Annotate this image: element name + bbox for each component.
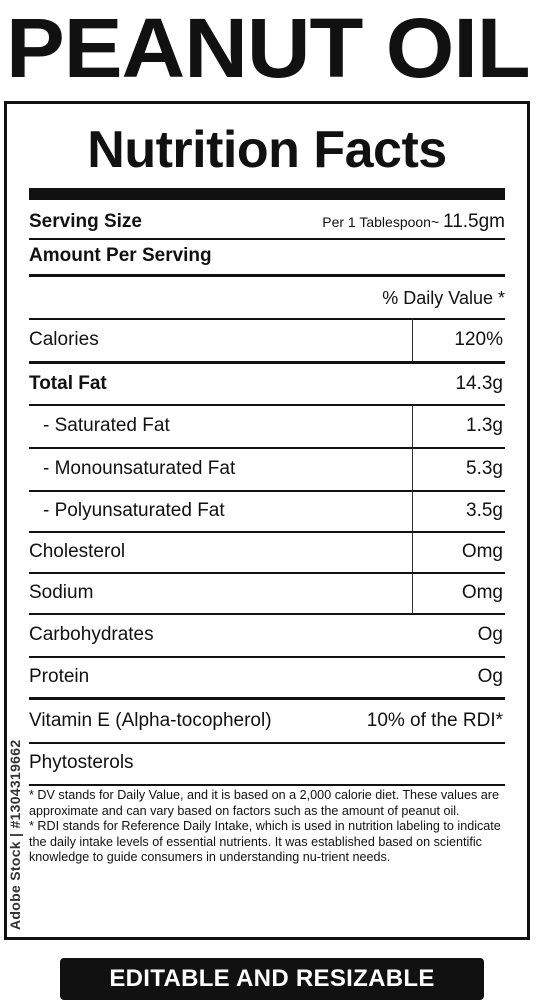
nutrient-name: Protein bbox=[29, 666, 90, 687]
nutrient-row-sodium: Sodium Omg bbox=[29, 573, 505, 613]
divider bbox=[29, 318, 505, 320]
nutrient-value: Og bbox=[477, 666, 503, 687]
nutrient-row-carbohydrates: Carbohydrates Og bbox=[29, 614, 505, 656]
nutrient-value: 120% bbox=[412, 319, 505, 361]
serving-size-value: Per 1 Tablespoon~ 11.5gm bbox=[322, 211, 505, 233]
nutrient-name: Carbohydrates bbox=[29, 624, 154, 645]
nutrient-row-polyunsaturated-fat: - Polyunsaturated Fat 3.5g bbox=[29, 491, 505, 531]
amount-per-serving: Amount Per Serving bbox=[29, 245, 212, 266]
divider bbox=[29, 274, 505, 277]
nutrient-name: - Saturated Fat bbox=[43, 415, 170, 436]
nutrient-row-protein: Protein Og bbox=[29, 657, 505, 697]
editable-resizable-banner: EDITABLE AND RESIZABLE bbox=[60, 958, 484, 1000]
amount-per-serving-row: Amount Per Serving bbox=[29, 240, 505, 272]
daily-value-header-row: % Daily Value * bbox=[29, 278, 505, 318]
nutrient-row-phytosterols: Phytosterols bbox=[29, 743, 505, 783]
nutrient-row-calories: Calories 120% bbox=[29, 319, 505, 361]
divider bbox=[29, 490, 505, 492]
nutrient-value: Omg bbox=[412, 532, 505, 572]
nutrient-name: Phytosterols bbox=[29, 752, 134, 773]
serving-size-row: Serving Size Per 1 Tablespoon~ 11.5gm bbox=[29, 206, 505, 238]
stock-watermark: Adobe Stock | #1304319662 bbox=[7, 739, 23, 930]
nutrient-row-saturated-fat: - Saturated Fat 1.3g bbox=[29, 405, 505, 447]
divider bbox=[29, 238, 505, 240]
nutrient-name: Sodium bbox=[29, 582, 94, 603]
nutrient-name: - Monounsaturated Fat bbox=[43, 458, 236, 479]
heading-divider bbox=[29, 188, 505, 200]
nutrient-row-cholesterol: Cholesterol Omg bbox=[29, 532, 505, 572]
nutrition-label: Nutrition Facts Serving Size Per 1 Table… bbox=[4, 101, 530, 940]
serving-size-prefix: Per 1 Tablespoon~ bbox=[322, 214, 440, 230]
daily-value-header: % Daily Value * bbox=[382, 287, 505, 308]
divider bbox=[29, 784, 505, 786]
nutrient-name: - Polyunsaturated Fat bbox=[43, 500, 225, 521]
footnote-rdi: * RDI stands for Reference Daily Intake,… bbox=[29, 819, 501, 864]
nutrient-name: Cholesterol bbox=[29, 541, 126, 562]
divider bbox=[29, 447, 505, 449]
footnotes: * DV stands for Daily Value, and it is b… bbox=[29, 788, 507, 866]
nutrient-value: 3.5g bbox=[412, 491, 505, 531]
nutrient-value: Omg bbox=[412, 573, 505, 613]
nutrient-value: 10% of the RDI* bbox=[366, 710, 503, 731]
divider bbox=[29, 613, 505, 615]
divider bbox=[29, 697, 505, 700]
product-title: PEANUT OIL bbox=[6, 1, 531, 95]
label-heading: Nutrition Facts bbox=[87, 121, 447, 179]
serving-size-label: Serving Size bbox=[29, 211, 142, 232]
divider bbox=[29, 656, 505, 658]
divider bbox=[29, 531, 505, 533]
divider bbox=[29, 742, 505, 744]
nutrient-value: 14.3g bbox=[455, 373, 503, 394]
nutrient-value: 5.3g bbox=[412, 448, 505, 490]
serving-size-amount: 11.5gm bbox=[443, 211, 505, 232]
nutrient-row-total-fat: Total Fat 14.3g bbox=[29, 364, 505, 404]
nutrient-name: Vitamin E (Alpha-tocopherol) bbox=[29, 710, 272, 731]
nutrient-value: 1.3g bbox=[412, 405, 505, 447]
nutrient-row-monounsaturated-fat: - Monounsaturated Fat 5.3g bbox=[29, 448, 505, 490]
divider bbox=[29, 404, 505, 406]
divider bbox=[29, 361, 505, 364]
nutrient-name: Total Fat bbox=[29, 373, 107, 394]
nutrient-value: Og bbox=[477, 624, 503, 645]
nutrient-name: Calories bbox=[29, 329, 99, 350]
divider bbox=[29, 572, 505, 574]
nutrient-row-vitamin-e: Vitamin E (Alpha-tocopherol) 10% of the … bbox=[29, 700, 505, 742]
footnote-dv: * DV stands for Daily Value, and it is b… bbox=[29, 788, 499, 818]
